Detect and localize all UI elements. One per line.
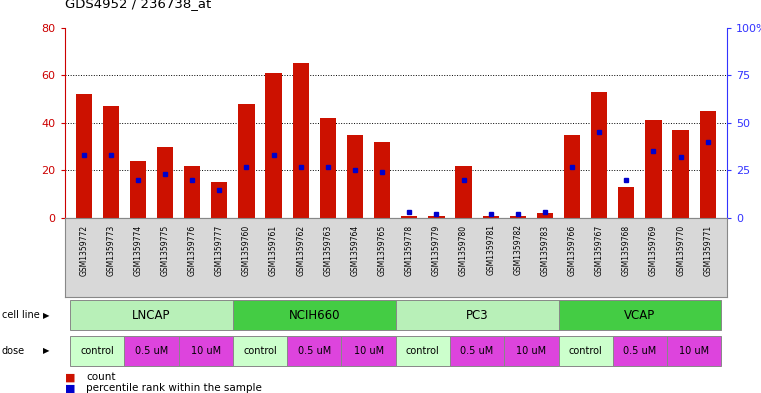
Text: percentile rank within the sample: percentile rank within the sample <box>86 383 262 393</box>
Text: LNCAP: LNCAP <box>132 309 170 322</box>
Bar <box>130 161 146 218</box>
Bar <box>293 63 309 218</box>
Text: GSM1359762: GSM1359762 <box>296 224 305 275</box>
FancyBboxPatch shape <box>287 336 342 366</box>
Text: 10 uM: 10 uM <box>679 346 709 356</box>
Text: GSM1359777: GSM1359777 <box>215 224 224 275</box>
Text: GSM1359771: GSM1359771 <box>703 224 712 275</box>
Text: NCIH660: NCIH660 <box>288 309 340 322</box>
Bar <box>510 216 526 218</box>
Bar <box>455 166 472 218</box>
Bar <box>320 118 336 218</box>
Text: control: control <box>81 346 114 356</box>
Bar <box>212 182 228 218</box>
Text: 10 uM: 10 uM <box>516 346 546 356</box>
FancyBboxPatch shape <box>233 336 287 366</box>
Text: control: control <box>244 346 277 356</box>
Text: GSM1359780: GSM1359780 <box>459 224 468 275</box>
FancyBboxPatch shape <box>396 300 559 331</box>
FancyBboxPatch shape <box>124 336 179 366</box>
FancyBboxPatch shape <box>450 336 505 366</box>
FancyBboxPatch shape <box>70 300 233 331</box>
FancyBboxPatch shape <box>70 336 124 366</box>
Text: GSM1359764: GSM1359764 <box>351 224 359 275</box>
Bar <box>699 111 716 218</box>
Bar <box>673 130 689 218</box>
FancyBboxPatch shape <box>233 300 396 331</box>
Bar <box>238 104 255 218</box>
Text: ■: ■ <box>65 372 75 382</box>
FancyBboxPatch shape <box>667 336 721 366</box>
Bar <box>401 216 418 218</box>
Text: cell line: cell line <box>2 310 40 320</box>
FancyBboxPatch shape <box>396 336 450 366</box>
Text: 0.5 uM: 0.5 uM <box>460 346 494 356</box>
Text: GSM1359774: GSM1359774 <box>133 224 142 275</box>
Text: VCAP: VCAP <box>624 309 655 322</box>
Bar <box>103 106 119 218</box>
Text: GSM1359782: GSM1359782 <box>514 224 522 275</box>
Bar <box>645 120 661 218</box>
Bar <box>537 213 553 218</box>
Text: control: control <box>568 346 603 356</box>
Bar <box>75 94 92 218</box>
Text: 10 uM: 10 uM <box>191 346 221 356</box>
Text: GSM1359772: GSM1359772 <box>79 224 88 275</box>
Text: 10 uM: 10 uM <box>354 346 384 356</box>
Text: dose: dose <box>2 346 24 356</box>
Text: GSM1359769: GSM1359769 <box>649 224 658 275</box>
Text: GSM1359781: GSM1359781 <box>486 224 495 275</box>
Text: count: count <box>86 372 116 382</box>
Text: PC3: PC3 <box>466 309 489 322</box>
Bar <box>564 135 580 218</box>
Text: GDS4952 / 236738_at: GDS4952 / 236738_at <box>65 0 211 10</box>
Text: GSM1359763: GSM1359763 <box>323 224 333 275</box>
FancyBboxPatch shape <box>179 336 233 366</box>
Text: ▶: ▶ <box>43 311 50 320</box>
FancyBboxPatch shape <box>613 336 667 366</box>
Bar <box>374 142 390 218</box>
Text: GSM1359783: GSM1359783 <box>540 224 549 275</box>
FancyBboxPatch shape <box>559 336 613 366</box>
Text: control: control <box>406 346 440 356</box>
Text: 0.5 uM: 0.5 uM <box>298 346 331 356</box>
Text: ■: ■ <box>65 383 75 393</box>
Text: GSM1359767: GSM1359767 <box>595 224 603 275</box>
Bar <box>618 187 635 218</box>
Bar <box>591 92 607 218</box>
FancyBboxPatch shape <box>559 300 721 331</box>
Bar <box>266 73 282 218</box>
Text: GSM1359773: GSM1359773 <box>107 224 116 275</box>
Bar <box>482 216 498 218</box>
Bar <box>184 166 200 218</box>
Bar <box>428 216 444 218</box>
Text: GSM1359768: GSM1359768 <box>622 224 631 275</box>
Text: GSM1359766: GSM1359766 <box>568 224 577 275</box>
Bar <box>347 135 363 218</box>
Text: GSM1359770: GSM1359770 <box>676 224 685 275</box>
Text: 0.5 uM: 0.5 uM <box>623 346 657 356</box>
Text: GSM1359765: GSM1359765 <box>377 224 387 275</box>
Text: ▶: ▶ <box>43 346 50 355</box>
Text: GSM1359761: GSM1359761 <box>269 224 278 275</box>
FancyBboxPatch shape <box>342 336 396 366</box>
Text: GSM1359760: GSM1359760 <box>242 224 251 275</box>
Text: GSM1359775: GSM1359775 <box>161 224 170 275</box>
Bar <box>157 147 174 218</box>
FancyBboxPatch shape <box>505 336 559 366</box>
Text: GSM1359778: GSM1359778 <box>405 224 414 275</box>
Text: GSM1359779: GSM1359779 <box>432 224 441 275</box>
Text: GSM1359776: GSM1359776 <box>188 224 196 275</box>
Text: 0.5 uM: 0.5 uM <box>135 346 168 356</box>
